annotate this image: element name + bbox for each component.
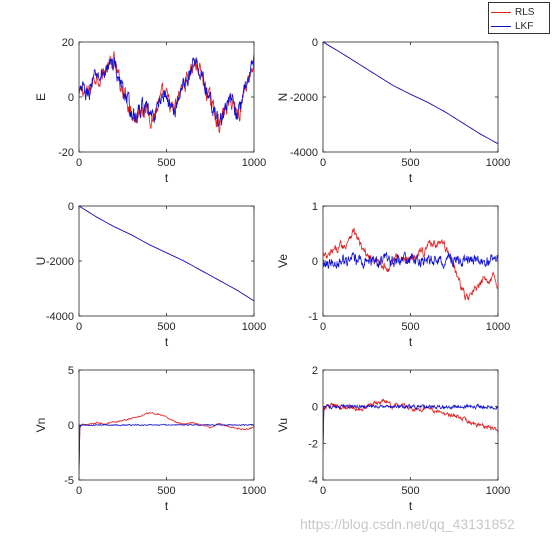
legend-label-rls: RLS [515, 6, 535, 18]
y-tick-label: -1 [308, 311, 318, 323]
x-tick-label: 500 [401, 321, 419, 333]
y-tick-label: 0 [68, 201, 74, 213]
x-tick-label: 0 [76, 485, 82, 497]
x-tick-label: 500 [401, 157, 419, 169]
axes-frame [78, 205, 255, 317]
subplot-n: 0 500 1000 -4000 -2000 0 t N [276, 37, 510, 185]
subplot-vu: 0 500 1000 -4 -2 0 2 t Vu [276, 365, 510, 513]
x-tick-label: 500 [157, 321, 175, 333]
x-axis-label: t [409, 335, 413, 349]
y-tick-label: 0 [68, 92, 74, 104]
y-tick-label: -20 [58, 147, 74, 159]
watermark: https://blog.csdn.net/qq_43131852 [300, 516, 515, 532]
legend-swatch-lkf [491, 25, 511, 27]
series-line-lkf [79, 423, 254, 475]
series-line-lkf [323, 403, 498, 452]
x-tick-label: 500 [157, 157, 175, 169]
x-axis-label: t [165, 171, 169, 185]
x-tick-label: 0 [76, 321, 82, 333]
series-line-lkf [323, 42, 498, 145]
x-tick-label: 1000 [486, 485, 510, 497]
y-tick-label: 0 [312, 37, 318, 49]
y-tick-label: -4000 [290, 147, 318, 159]
x-axis-label: t [409, 499, 413, 513]
legend-item-lkf: LKF [491, 19, 533, 33]
y-tick-label: 20 [62, 37, 74, 49]
y-tick-label: 0 [68, 420, 74, 432]
x-axis-label: t [165, 335, 169, 349]
x-tick-label: 0 [320, 485, 326, 497]
y-axis-label: E [34, 93, 48, 101]
legend: RLS LKF [488, 2, 550, 34]
subplot-u: 0 500 1000 -4000 -2000 0 t U [34, 201, 266, 349]
y-axis-label: Vn [34, 418, 48, 433]
x-tick-label: 1000 [486, 157, 510, 169]
y-tick-label: 5 [68, 365, 74, 377]
series-line-rls [79, 412, 254, 475]
y-axis-label: U [34, 257, 48, 266]
x-axis-label: t [409, 171, 413, 185]
y-axis-label: Vu [276, 418, 290, 432]
y-tick-label: 1 [312, 201, 318, 213]
x-tick-label: 1000 [242, 157, 266, 169]
x-tick-label: 1000 [242, 485, 266, 497]
x-tick-label: 0 [320, 157, 326, 169]
x-tick-label: 0 [76, 157, 82, 169]
series-line-rls [323, 227, 498, 301]
axes-frame [322, 41, 499, 153]
x-tick-label: 0 [320, 321, 326, 333]
y-tick-label: -2000 [46, 256, 74, 268]
y-tick-label: -2 [308, 438, 318, 450]
y-tick-label: -4 [308, 475, 318, 487]
series-line-lkf [323, 251, 498, 270]
y-tick-label: 0 [312, 256, 318, 268]
legend-item-rls: RLS [491, 5, 534, 19]
y-tick-label: 0 [312, 402, 318, 414]
y-tick-label: -4000 [46, 311, 74, 323]
y-tick-label: -2000 [290, 92, 318, 104]
legend-label-lkf: LKF [515, 20, 534, 32]
y-tick-label: -5 [64, 475, 74, 487]
axes-frame [322, 369, 499, 481]
series-line-lkf [79, 206, 254, 302]
legend-swatch-rls [491, 11, 511, 13]
series-line-lkf [79, 53, 254, 127]
y-axis-label: Ve [276, 254, 290, 268]
y-tick-label: 2 [312, 365, 318, 377]
x-tick-label: 500 [401, 485, 419, 497]
x-tick-label: 1000 [242, 321, 266, 333]
x-tick-label: 500 [157, 485, 175, 497]
y-axis-label: N [276, 93, 290, 102]
x-tick-label: 1000 [486, 321, 510, 333]
x-axis-label: t [165, 499, 169, 513]
